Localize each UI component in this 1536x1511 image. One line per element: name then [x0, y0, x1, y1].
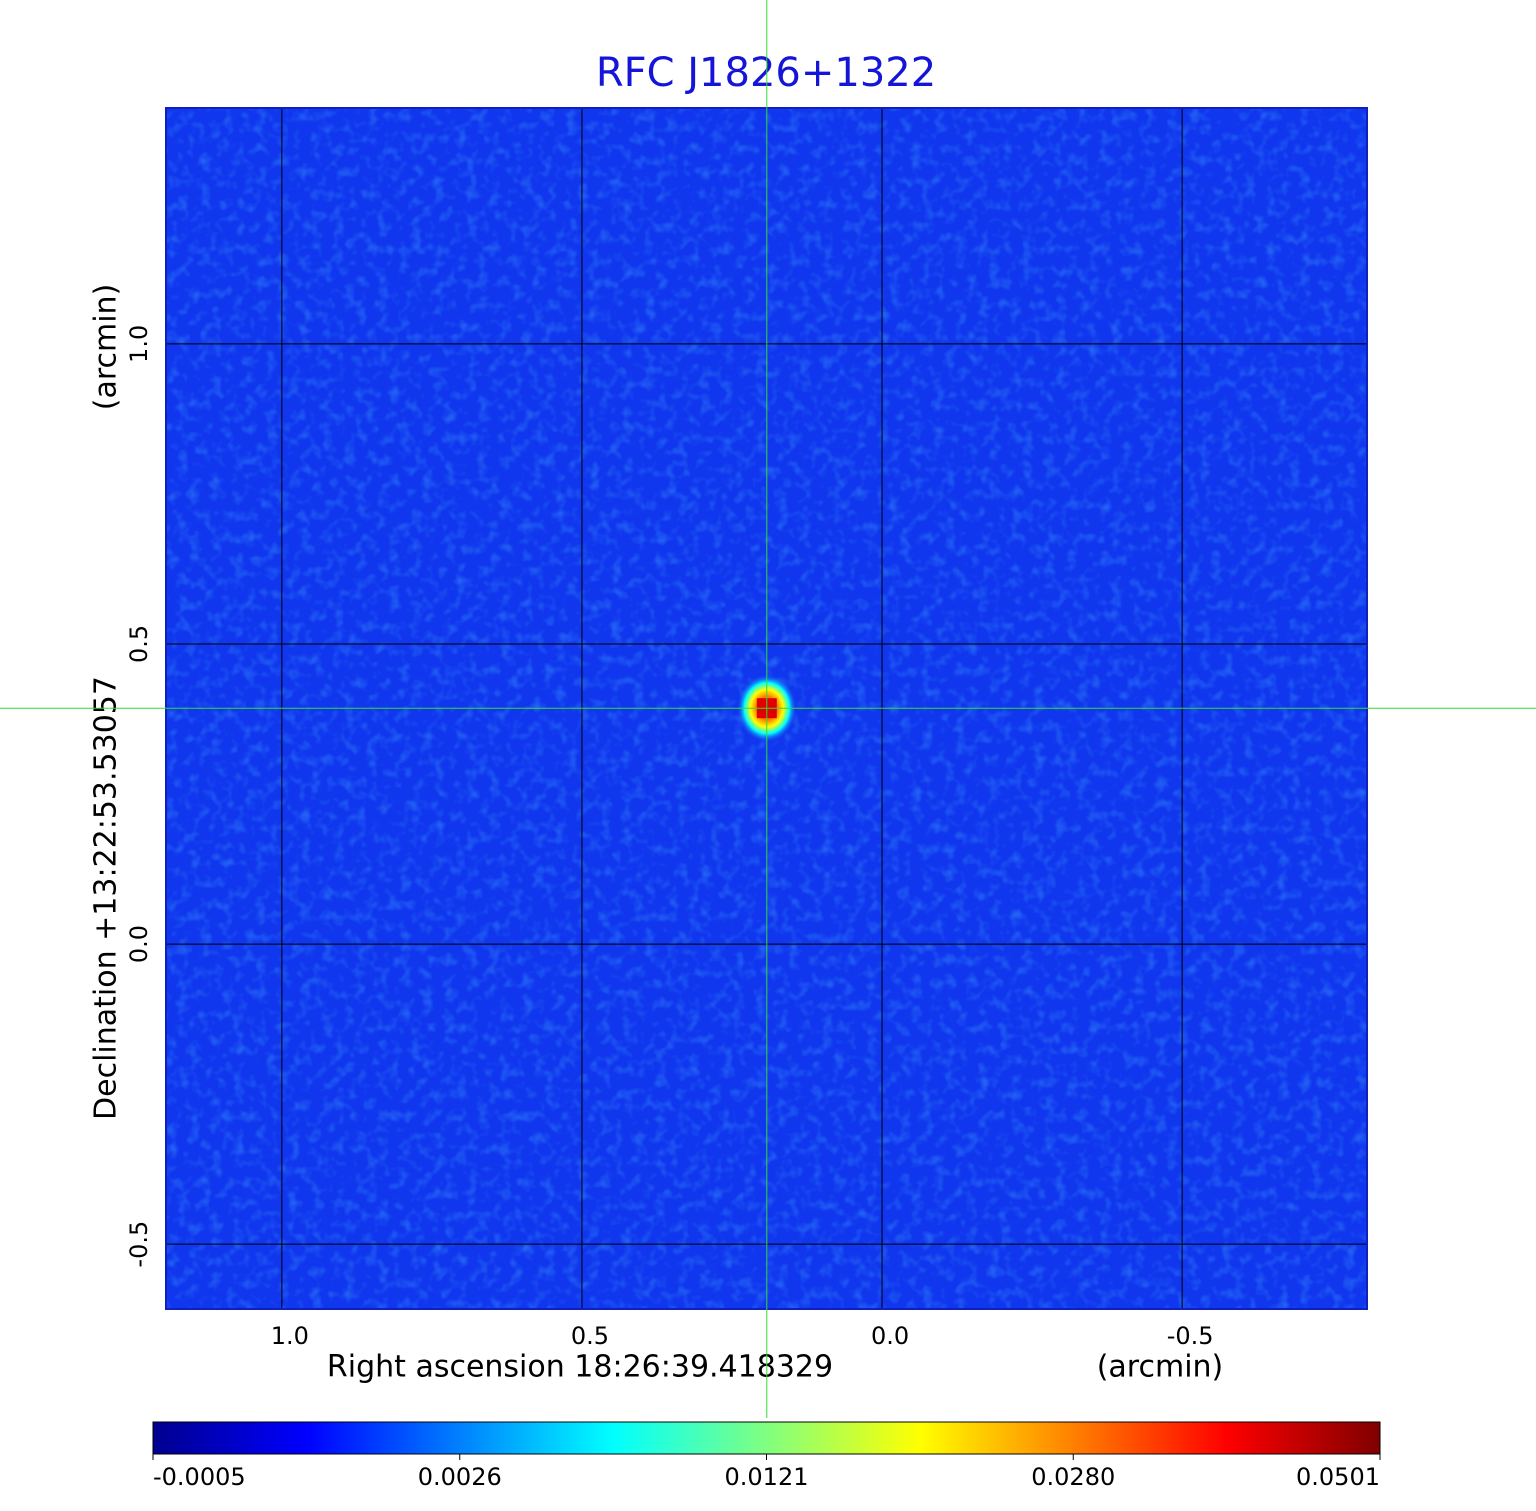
- colorbar: [152, 1421, 1381, 1455]
- y-tick-label: 0.0: [125, 925, 153, 963]
- chart-title: RFC J1826+1322: [596, 50, 936, 96]
- y-tick-label: 0.5: [125, 625, 153, 663]
- y-tick-label: 1.0: [125, 325, 153, 363]
- x-axis-label: Right ascension 18:26:39.418329: [327, 1350, 833, 1385]
- x-tick-label: -0.5: [1167, 1322, 1214, 1350]
- x-tick-label: 0.0: [871, 1322, 909, 1350]
- y-axis-unit: (arcmin): [89, 284, 124, 411]
- y-tick-label: -0.5: [125, 1221, 153, 1268]
- colorbar-tick-label: -0.0005: [153, 1463, 246, 1491]
- x-tick-label: 1.0: [271, 1322, 309, 1350]
- x-axis-unit: (arcmin): [1097, 1350, 1224, 1385]
- colorbar-tick-label: 0.0280: [1031, 1463, 1115, 1491]
- colorbar-tick-label: 0.0026: [418, 1463, 502, 1491]
- colorbar-tick-label: 0.0121: [725, 1463, 809, 1491]
- y-axis-label: Declination +13:22:53.53057: [89, 676, 124, 1120]
- x-tick-label: 0.5: [571, 1322, 609, 1350]
- colorbar-tick-label: 0.0501: [1296, 1463, 1380, 1491]
